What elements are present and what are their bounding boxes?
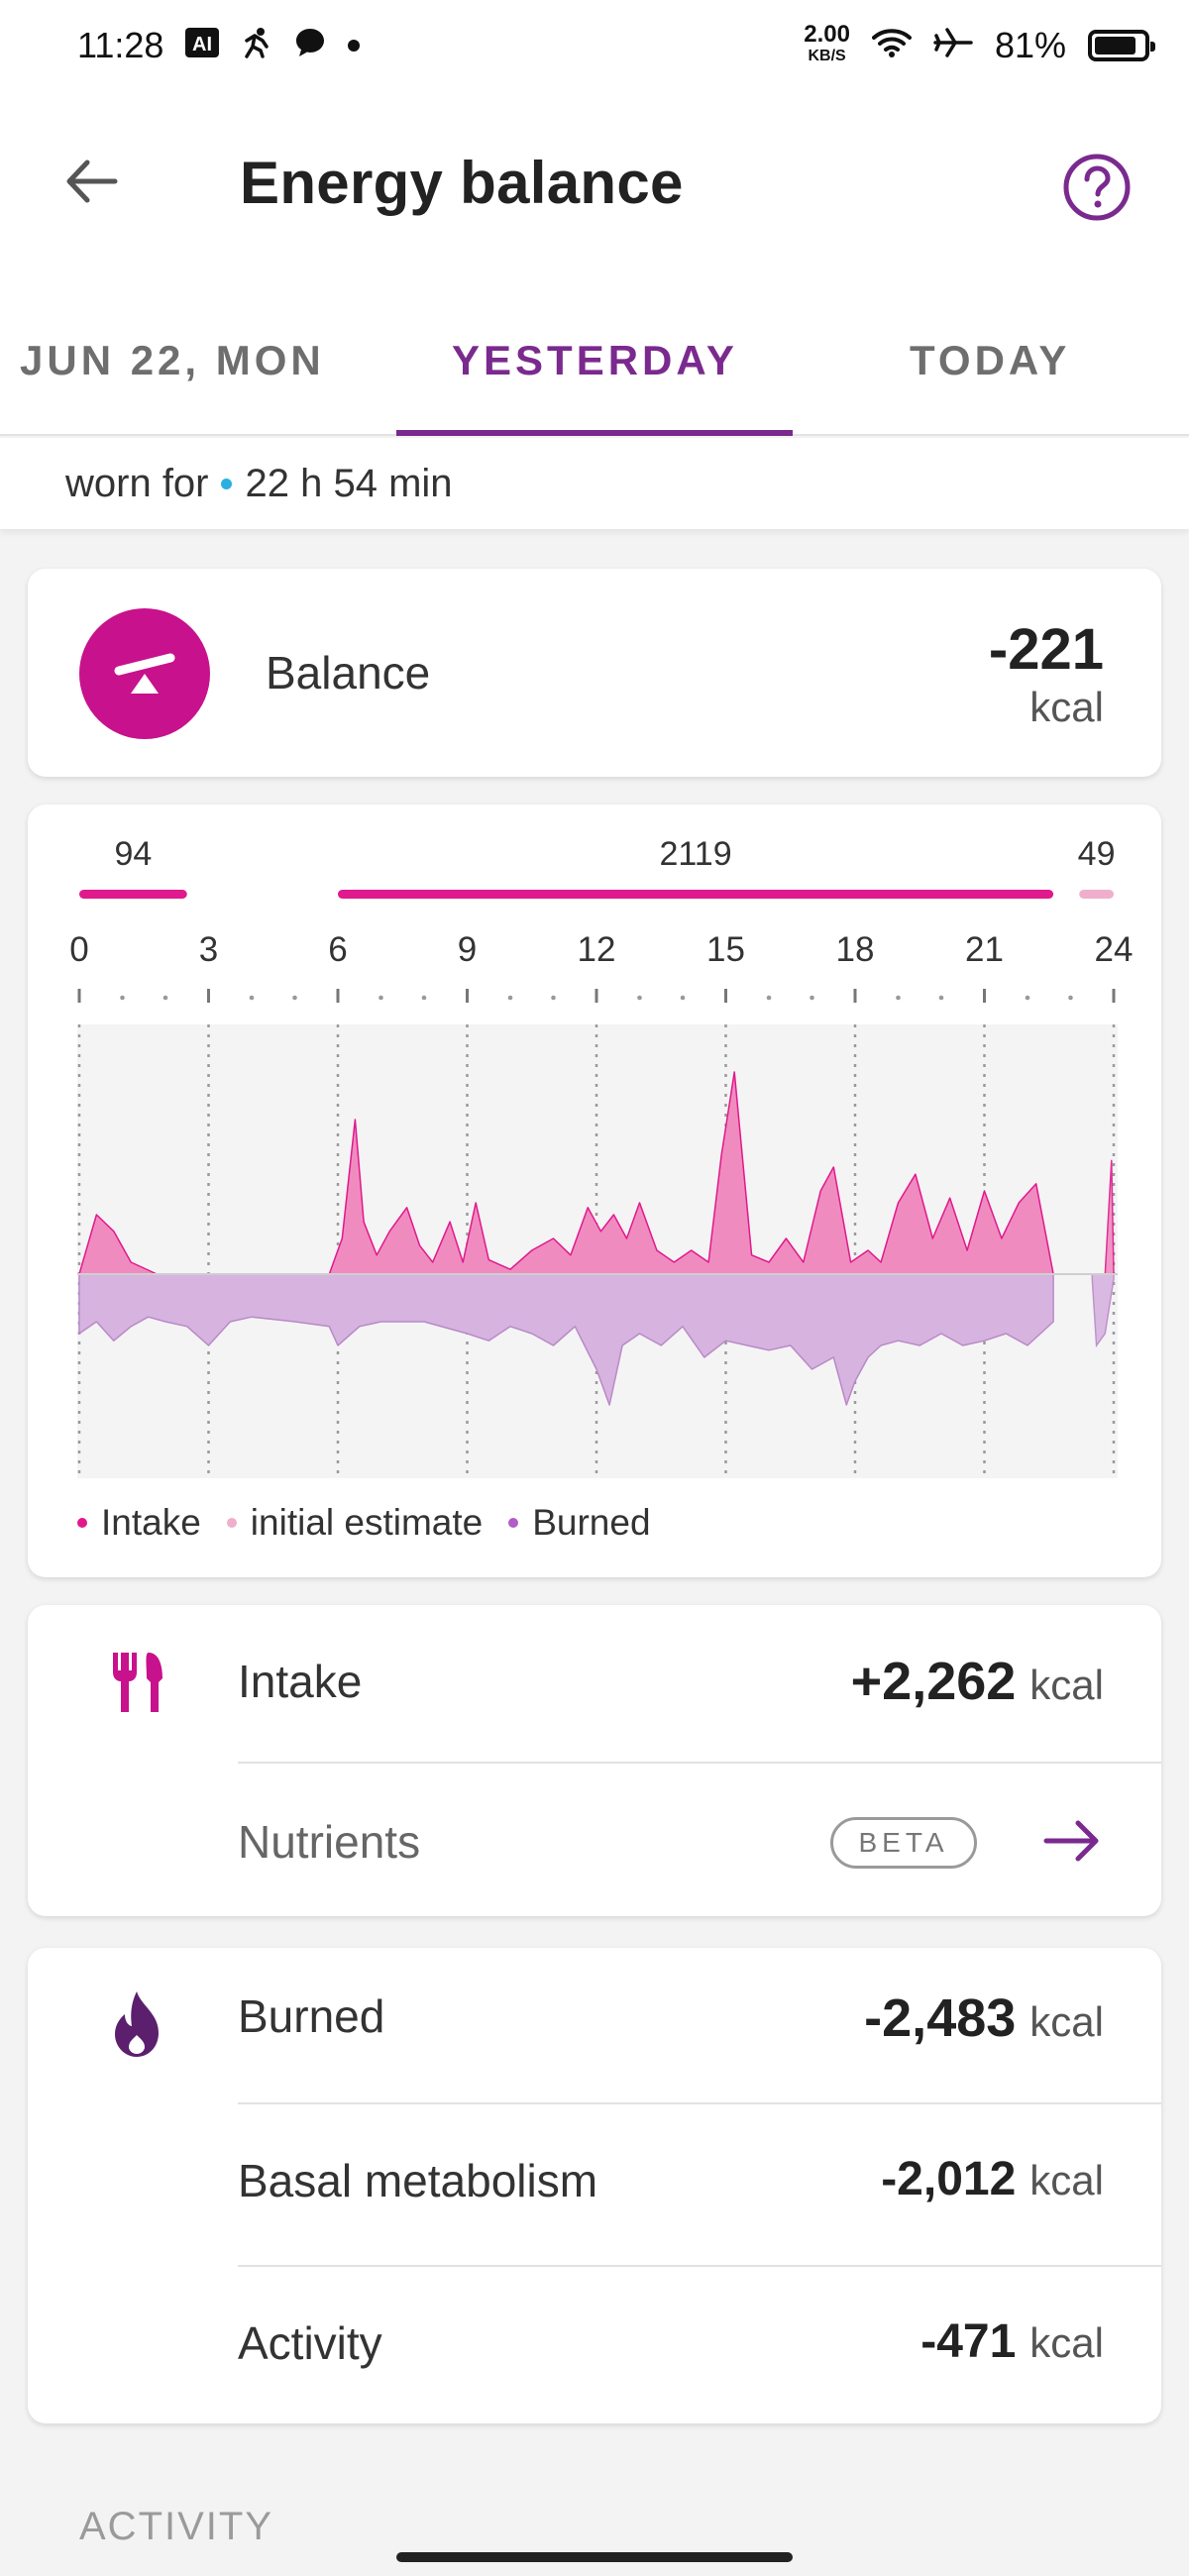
worn-duration: worn for 22 h 54 min (0, 438, 1189, 529)
battery-icon (1088, 30, 1155, 61)
minor-tick-20 (938, 995, 944, 1001)
minor-tick-23 (1068, 995, 1073, 1001)
net-speed: 2.00 KB/S (804, 21, 850, 65)
burned-divider-1 (238, 2102, 1161, 2104)
minor-tick-19 (896, 995, 901, 1001)
series-intake-area (78, 1071, 1054, 1275)
burned-label: Burned (238, 1990, 385, 2042)
svg-text:AI: AI (192, 34, 212, 55)
burned-card[interactable]: Burned -2,483 kcal Basal metabolism -2,01… (28, 1948, 1161, 2423)
battery-percent: 81% (994, 25, 1066, 65)
x-tick-label-0: 0 (69, 930, 88, 969)
basal-value: -2,012 kcal (881, 2153, 1104, 2205)
date-tabs: JUN 22, MON YESTERDAY TODAY (0, 277, 1189, 436)
series-burned-area (78, 1273, 1054, 1406)
x-tick-label-18: 18 (836, 930, 875, 969)
segment-label-1: 2119 (659, 835, 731, 873)
minor-tick-2 (162, 995, 168, 1001)
page-title: Energy balance (240, 150, 684, 216)
energy-chart-card[interactable]: 94 2119 49 0 3 6 9 12 15 18 21 24 Intake initial es… (28, 805, 1161, 1577)
notification-dot-icon (348, 40, 361, 52)
x-tick-label-12: 12 (578, 930, 616, 969)
intake-value: +2,262 kcal (850, 1652, 1104, 1711)
app-bar: Energy balance (0, 91, 1189, 277)
status-bar: 11:28 AI 2.00 KB/S 81% (0, 0, 1189, 91)
minor-tick-1 (120, 995, 125, 1001)
balance-label: Balance (266, 647, 431, 698)
burned-divider-2 (238, 2265, 1161, 2267)
worn-dot-icon (220, 478, 232, 489)
x-tick-label-6: 6 (328, 930, 347, 969)
home-indicator[interactable] (396, 2552, 793, 2562)
back-arrow-icon[interactable] (57, 147, 127, 216)
minor-tick-7 (378, 995, 383, 1001)
legend-initial-estimate: initial estimate (226, 1502, 483, 1544)
minor-tick-22 (1025, 995, 1030, 1001)
tab-indicator (396, 430, 793, 436)
activity-section-title: ACTIVITY (79, 2505, 274, 2548)
fork-knife-icon (113, 1653, 162, 1712)
minor-tick-8 (421, 995, 427, 1001)
minor-tick-17 (810, 995, 814, 1001)
x-tick-label-15: 15 (706, 930, 745, 969)
balance-card[interactable]: Balance -221 kcal (28, 569, 1161, 777)
segment-bar-2 (1079, 890, 1114, 899)
minor-tick-13 (637, 995, 642, 1001)
worn-label: worn for (65, 461, 209, 505)
minor-tick-11 (551, 995, 556, 1001)
legend-burned: Burned (508, 1502, 651, 1544)
intake-divider (238, 1762, 1161, 1764)
activity-value: -471 kcal (920, 2315, 1104, 2368)
intake-label: Intake (238, 1656, 363, 1707)
minor-tick-16 (766, 995, 772, 1001)
run-icon (241, 27, 272, 64)
minor-tick-14 (680, 995, 686, 1001)
tab-yesterday[interactable]: YESTERDAY (452, 337, 738, 383)
intake-card[interactable]: Intake +2,262 kcal Nutrients BETA (28, 1605, 1161, 1916)
burned-value: -2,483 kcal (864, 1988, 1104, 2048)
balance-value: -221 (988, 617, 1104, 682)
segment-label-2: 49 (1078, 835, 1116, 873)
wifi-icon (871, 27, 912, 64)
activity-label: Activity (238, 2317, 382, 2369)
minor-tick-4 (249, 995, 255, 1001)
segment-bar-0 (79, 890, 187, 899)
arrow-right-icon[interactable] (1040, 1809, 1104, 1873)
legend-intake: Intake (77, 1502, 201, 1544)
segment-label-0: 94 (114, 835, 152, 873)
energy-chart: 94 2119 49 0 3 6 9 12 15 18 21 24 (69, 835, 1134, 1478)
status-time: 11:28 (77, 25, 164, 65)
chat-icon (294, 27, 326, 64)
minor-tick-10 (507, 995, 513, 1001)
x-tick-label-21: 21 (965, 930, 1004, 969)
segment-bar-1 (338, 890, 1054, 899)
flame-icon (115, 1991, 159, 2057)
seesaw-icon (79, 608, 210, 739)
chart-legend: Intake initial estimate Burned (77, 1502, 651, 1544)
help-icon[interactable] (1062, 153, 1132, 222)
nutrients-link[interactable]: Nutrients (238, 1816, 421, 1868)
x-tick-label-24: 24 (1095, 930, 1134, 969)
x-tick-label-3: 3 (199, 930, 218, 969)
airplane-icon (933, 27, 973, 64)
tab-today[interactable]: TODAY (910, 337, 1071, 383)
beta-badge: BETA (830, 1817, 977, 1869)
balance-unit: kcal (1029, 684, 1104, 730)
worn-value: 22 h 54 min (245, 461, 453, 505)
basal-label: Basal metabolism (238, 2155, 598, 2206)
ai-icon: AI (185, 28, 220, 63)
x-tick-label-9: 9 (458, 930, 477, 969)
minor-tick-5 (292, 995, 297, 1001)
tab-jun-22[interactable]: JUN 22, MON (20, 337, 325, 383)
